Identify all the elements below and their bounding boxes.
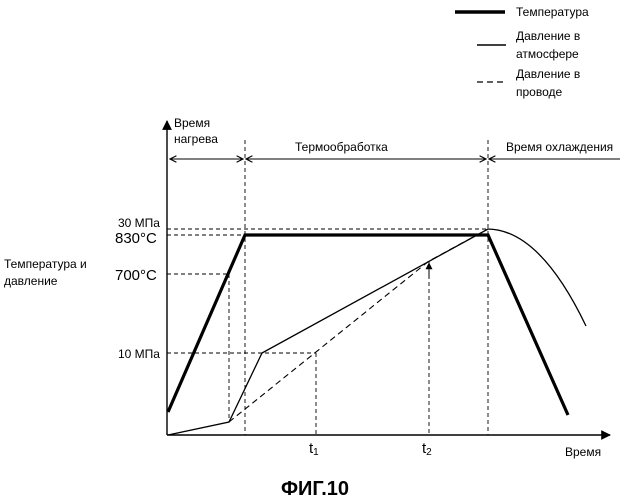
y-axis-title-line2: давление bbox=[4, 274, 58, 288]
legend: Температура Давление в атмосфере Давлени… bbox=[455, 5, 589, 99]
phase-treatment-label: Термообработка bbox=[295, 140, 388, 154]
tick-30mpa: 30 МПа bbox=[118, 216, 160, 230]
phase-heating-label-line2: нагрева bbox=[174, 132, 218, 146]
atmosphere-pressure-curve bbox=[168, 229, 586, 435]
tick-10mpa: 10 МПа bbox=[118, 347, 160, 361]
legend-wire-label-line1: Давление в bbox=[516, 67, 580, 81]
legend-atmosphere-label-line2: атмосфере bbox=[516, 47, 579, 61]
guides bbox=[167, 140, 488, 435]
legend-wire-label-line2: проводе bbox=[516, 85, 562, 99]
phase-heating-label-line1: Время bbox=[174, 116, 210, 130]
phase-cooling-label: Время охлаждения bbox=[506, 140, 613, 154]
curves bbox=[168, 229, 586, 435]
tick-t1: t1 bbox=[309, 440, 319, 458]
y-axis-title-line1: Температура и bbox=[4, 257, 87, 271]
legend-atmosphere-label-line1: Давление в bbox=[516, 29, 580, 43]
tick-830c: 830°C bbox=[115, 230, 157, 247]
y-ticks: 30 МПа 830°C 700°C 10 МПа bbox=[115, 216, 160, 361]
phases: Время нагрева Термообработка Время охлаж… bbox=[170, 116, 620, 159]
x-ticks: t1 t2 bbox=[309, 440, 432, 458]
tick-700c: 700°C bbox=[115, 267, 157, 284]
axes: Температура и давление Время bbox=[4, 121, 610, 459]
legend-temperature-label: Температура bbox=[516, 5, 589, 19]
temperature-curve bbox=[168, 235, 568, 415]
x-axis-title: Время bbox=[565, 445, 601, 459]
tick-t2: t2 bbox=[422, 440, 432, 458]
figure-caption: ФИГ.10 bbox=[281, 478, 349, 500]
wire-pressure-curve bbox=[229, 229, 488, 422]
